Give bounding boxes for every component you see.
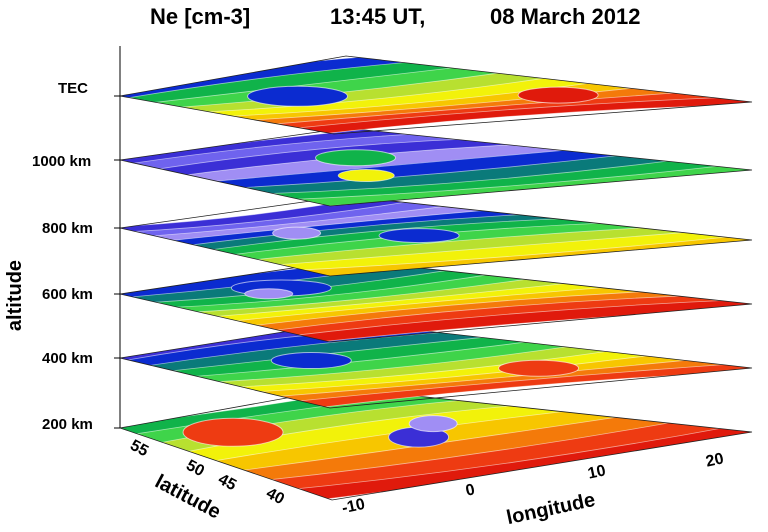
contour-feature [315, 149, 397, 167]
layer-200km [120, 388, 752, 500]
layer-tec-outline [119, 55, 753, 135]
layer-label-400km: 400 km [42, 350, 93, 367]
colour-band [278, 299, 752, 342]
contour-feature [408, 415, 458, 433]
contour-feature [244, 288, 294, 300]
altitude-axis-title: altitude [4, 259, 27, 332]
layer-label-1000km: 1000 km [32, 153, 92, 170]
longitude-tick-10: 10 [586, 462, 608, 483]
layer-400km-outline [119, 321, 753, 409]
title-quantity: Ne [cm-3] [150, 4, 251, 29]
contour-feature [247, 85, 349, 107]
contour-feature [337, 169, 395, 183]
layer-tec [120, 56, 752, 134]
layer-600km [120, 260, 752, 342]
contour-feature [182, 417, 284, 447]
layers-group [114, 55, 753, 501]
title-date: 08 March 2012 [490, 4, 641, 29]
contour-feature [498, 359, 580, 377]
colour-band [280, 96, 752, 134]
layer-1000km-outline [119, 127, 753, 207]
longitude-tick-20: 20 [704, 450, 726, 471]
layer-200km-outline [118, 387, 753, 501]
contour-feature [272, 226, 322, 240]
layer-400km [120, 322, 752, 408]
contour-feature [270, 352, 352, 370]
title-time: 13:45 UT, [330, 4, 426, 29]
layer-800km [120, 196, 752, 276]
layer-800km-outline [119, 195, 753, 277]
layer-label-tec: TEC [58, 80, 88, 97]
colour-band [278, 362, 752, 408]
layer-600km-outline [119, 259, 753, 343]
layer-label-800km: 800 km [42, 220, 93, 237]
contour-feature [517, 86, 599, 104]
layer-label-600km: 600 km [42, 286, 93, 303]
layer-label-200km: 200 km [42, 416, 93, 433]
layer-1000km [120, 128, 752, 206]
contour-feature [378, 228, 460, 244]
